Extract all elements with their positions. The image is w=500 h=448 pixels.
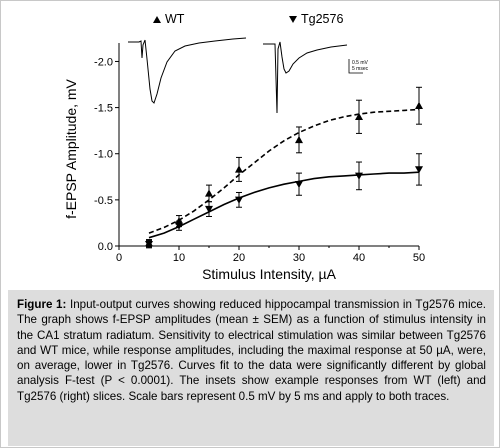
x-axis-title: Stimulus Intensity, µA xyxy=(202,266,337,282)
x-tick-label-0: 0 xyxy=(116,252,122,264)
data-point-wt-4 xyxy=(295,135,303,144)
input-output-chart: 0 10 20 30 40 50 0.0 -0.5 -1.0 -1.5 -2.0 Stimulus… xyxy=(63,12,425,282)
data-point-tg2576-0 xyxy=(145,240,153,249)
data-point-tg2576-6 xyxy=(415,166,423,174)
y-tick-label-3: -1.5 xyxy=(94,103,113,115)
data-point-wt-3 xyxy=(235,165,243,173)
inset-scale-bar: 0.5 mV 5 msec xyxy=(348,59,369,74)
data-point-wt-6 xyxy=(415,101,423,109)
figure-caption: Figure 1: Input-output curves showing re… xyxy=(8,290,494,446)
scale-bar-ms-label: 5 msec xyxy=(352,66,369,72)
y-tick-label-4: -2.0 xyxy=(94,56,113,68)
legend-label-wt: WT xyxy=(165,12,185,26)
fit-curves xyxy=(148,108,420,239)
y-tick-label-0: 0.0 xyxy=(98,241,113,253)
legend-label-tg2576: Tg2576 xyxy=(301,12,343,26)
x-axis-ticks: 0 10 20 30 40 50 xyxy=(116,246,425,264)
tg2576-response-trace xyxy=(263,41,348,114)
x-tick-label-3: 30 xyxy=(293,252,305,264)
y-tick-label-2: -1.0 xyxy=(94,149,113,161)
fit-curve-wt xyxy=(148,108,420,234)
wt-response-trace xyxy=(128,37,247,104)
data-point-tg2576-4 xyxy=(295,180,303,189)
legend: WT Tg2576 xyxy=(153,12,343,26)
inset-trace-wt xyxy=(128,37,247,104)
data-point-tg2576-2 xyxy=(205,205,213,214)
data-point-wt-5 xyxy=(355,112,363,121)
caption-label: Figure 1: xyxy=(17,298,67,311)
inset-trace-tg2576 xyxy=(263,41,348,114)
data-point-tg2576-5 xyxy=(355,172,363,180)
data-point-tg2576-1 xyxy=(175,222,183,230)
legend-marker-tg2576 xyxy=(289,16,297,23)
x-tick-label-1: 10 xyxy=(173,252,185,264)
scale-bar-lines xyxy=(348,59,363,74)
y-axis-title: f-EPSP Amplitude, mV xyxy=(63,78,79,218)
y-tick-label-1: -0.5 xyxy=(94,195,113,207)
data-point-wt-1 xyxy=(175,217,183,225)
scale-bar-mv-label: 0.5 mV xyxy=(352,60,369,66)
fit-curve-tg2576 xyxy=(148,171,420,239)
x-tick-label-5: 50 xyxy=(413,252,425,264)
legend-marker-wt xyxy=(153,16,161,23)
caption-text: Input-output curves showing reduced hipp… xyxy=(17,298,486,403)
data-point-wt-2 xyxy=(205,189,213,197)
data-markers xyxy=(145,101,423,249)
x-tick-label-4: 40 xyxy=(353,252,365,264)
y-axis-ticks: 0.0 -0.5 -1.0 -1.5 -2.0 xyxy=(94,56,119,253)
data-point-tg2576-3 xyxy=(235,196,243,204)
x-tick-label-2: 20 xyxy=(233,252,245,264)
